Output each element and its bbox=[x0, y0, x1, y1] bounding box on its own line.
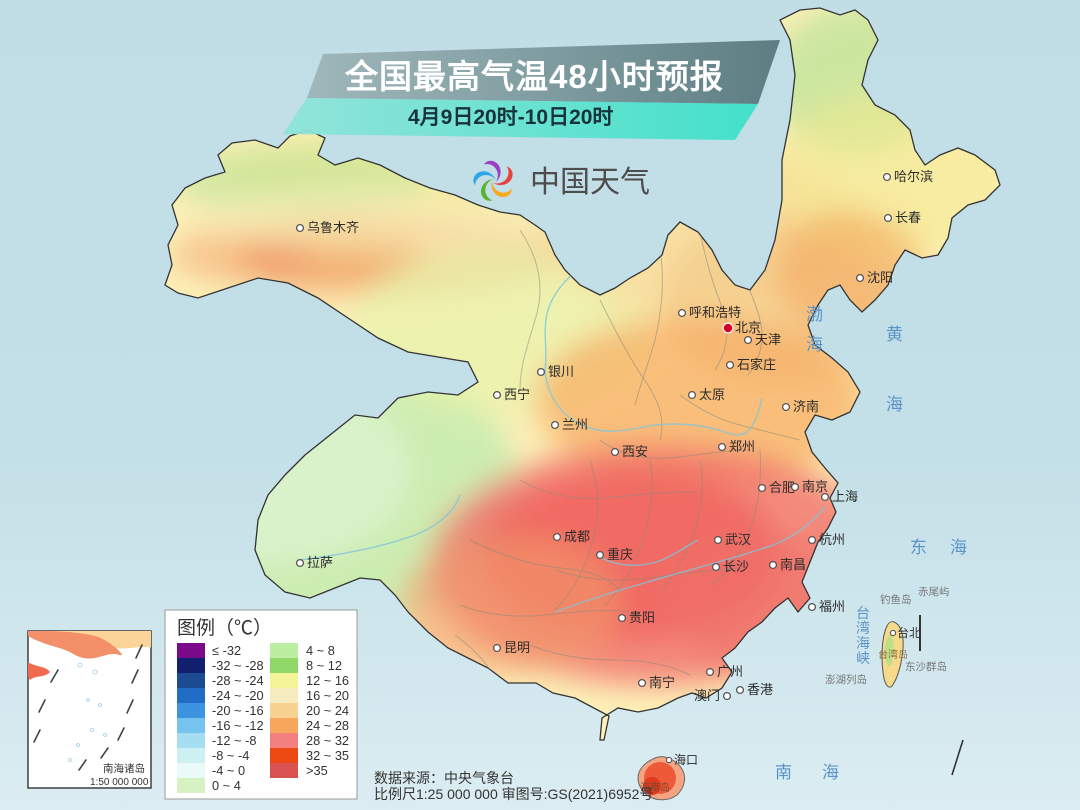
svg-text:海: 海 bbox=[950, 538, 967, 557]
svg-text:20 ~ 24: 20 ~ 24 bbox=[306, 703, 349, 718]
svg-text:西安: 西安 bbox=[622, 444, 648, 459]
svg-text:拉萨: 拉萨 bbox=[307, 555, 333, 570]
svg-text:沈阳: 沈阳 bbox=[867, 270, 893, 285]
svg-text:峡: 峡 bbox=[856, 650, 870, 666]
svg-text:32 ~ 35: 32 ~ 35 bbox=[306, 748, 349, 763]
svg-text:-20 ~ -16: -20 ~ -16 bbox=[212, 703, 264, 718]
svg-text:长春: 长春 bbox=[895, 210, 921, 225]
svg-text:重庆: 重庆 bbox=[607, 547, 633, 562]
svg-text:东: 东 bbox=[910, 538, 927, 557]
svg-text:贵阳: 贵阳 bbox=[629, 610, 655, 625]
svg-text:海: 海 bbox=[822, 763, 839, 782]
svg-text:南海诸岛: 南海诸岛 bbox=[103, 762, 145, 775]
svg-text:>35: >35 bbox=[306, 763, 328, 778]
svg-text:乌鲁木齐: 乌鲁木齐 bbox=[307, 220, 359, 235]
svg-text:12 ~ 16: 12 ~ 16 bbox=[306, 673, 349, 688]
svg-text:渤: 渤 bbox=[806, 305, 823, 324]
svg-text:钓鱼岛: 钓鱼岛 bbox=[880, 593, 912, 606]
svg-text:长沙: 长沙 bbox=[723, 559, 749, 574]
svg-text:台北: 台北 bbox=[897, 625, 921, 640]
svg-text:南: 南 bbox=[775, 763, 792, 782]
svg-text:澳门: 澳门 bbox=[694, 688, 720, 703]
svg-text:东沙群岛: 东沙群岛 bbox=[905, 660, 947, 673]
svg-text:广州: 广州 bbox=[717, 664, 743, 679]
svg-text:济南: 济南 bbox=[793, 399, 819, 414]
svg-text:图例（℃）: 图例（℃） bbox=[177, 617, 272, 639]
svg-text:-32 ~ -28: -32 ~ -28 bbox=[212, 658, 264, 673]
svg-text:≤ -32: ≤ -32 bbox=[212, 643, 241, 658]
svg-text:郑州: 郑州 bbox=[729, 439, 755, 454]
svg-text:太原: 太原 bbox=[699, 387, 725, 402]
svg-text:银川: 银川 bbox=[548, 364, 574, 379]
svg-text:数据来源：中央气象台: 数据来源：中央气象台 bbox=[374, 770, 514, 786]
svg-text:福州: 福州 bbox=[819, 599, 845, 614]
svg-text:南京: 南京 bbox=[802, 479, 828, 494]
svg-text:湾: 湾 bbox=[856, 620, 870, 636]
svg-text:上海: 上海 bbox=[832, 489, 858, 504]
svg-text:南昌: 南昌 bbox=[780, 557, 806, 572]
svg-text:哈尔滨: 哈尔滨 bbox=[894, 169, 933, 184]
svg-text:24 ~ 28: 24 ~ 28 bbox=[306, 718, 349, 733]
svg-text:-16 ~ -12: -16 ~ -12 bbox=[212, 718, 264, 733]
svg-text:-4 ~ 0: -4 ~ 0 bbox=[212, 763, 245, 778]
svg-text:西宁: 西宁 bbox=[504, 387, 530, 402]
svg-text:台湾岛: 台湾岛 bbox=[878, 648, 908, 661]
svg-text:4月9日20时-10日20时: 4月9日20时-10日20时 bbox=[408, 106, 613, 129]
svg-text:8 ~ 12: 8 ~ 12 bbox=[306, 658, 342, 673]
svg-text:1:50 000 000: 1:50 000 000 bbox=[90, 777, 149, 788]
svg-text:-28 ~ -24: -28 ~ -24 bbox=[212, 673, 264, 688]
svg-text:4 ~ 8: 4 ~ 8 bbox=[306, 643, 335, 658]
svg-text:杭州: 杭州 bbox=[819, 532, 845, 547]
svg-text:16 ~ 20: 16 ~ 20 bbox=[306, 688, 349, 703]
svg-text:南宁: 南宁 bbox=[649, 675, 675, 690]
svg-text:兰州: 兰州 bbox=[562, 417, 588, 432]
svg-text:比例尺1:25 000 000 审图号:GS(2021)6: 比例尺1:25 000 000 审图号:GS(2021)6952号 bbox=[374, 786, 653, 802]
svg-text:石家庄: 石家庄 bbox=[737, 357, 776, 372]
svg-text:香港: 香港 bbox=[747, 682, 773, 697]
svg-text:中国天气: 中国天气 bbox=[530, 166, 650, 199]
svg-text:赤尾屿: 赤尾屿 bbox=[918, 586, 950, 598]
svg-text:黄: 黄 bbox=[886, 325, 903, 344]
svg-text:0 ~ 4: 0 ~ 4 bbox=[212, 778, 241, 793]
svg-text:天津: 天津 bbox=[755, 332, 781, 347]
svg-text:成都: 成都 bbox=[564, 529, 590, 544]
svg-text:28 ~ 32: 28 ~ 32 bbox=[306, 733, 349, 748]
svg-text:澎湖列岛: 澎湖列岛 bbox=[825, 673, 867, 686]
svg-text:海: 海 bbox=[886, 395, 903, 414]
svg-text:-24 ~ -20: -24 ~ -20 bbox=[212, 688, 264, 703]
svg-text:全国最高气温48小时预报: 全国最高气温48小时预报 bbox=[344, 58, 724, 95]
svg-text:海: 海 bbox=[806, 335, 823, 354]
svg-text:海口: 海口 bbox=[674, 752, 698, 767]
svg-text:-8 ~ -4: -8 ~ -4 bbox=[212, 748, 249, 763]
svg-text:昆明: 昆明 bbox=[504, 640, 530, 655]
svg-text:海: 海 bbox=[856, 635, 870, 651]
svg-text:-12 ~ -8: -12 ~ -8 bbox=[212, 733, 256, 748]
svg-text:呼和浩特: 呼和浩特 bbox=[689, 305, 741, 320]
svg-text:台: 台 bbox=[856, 605, 870, 621]
svg-text:武汉: 武汉 bbox=[725, 532, 751, 547]
